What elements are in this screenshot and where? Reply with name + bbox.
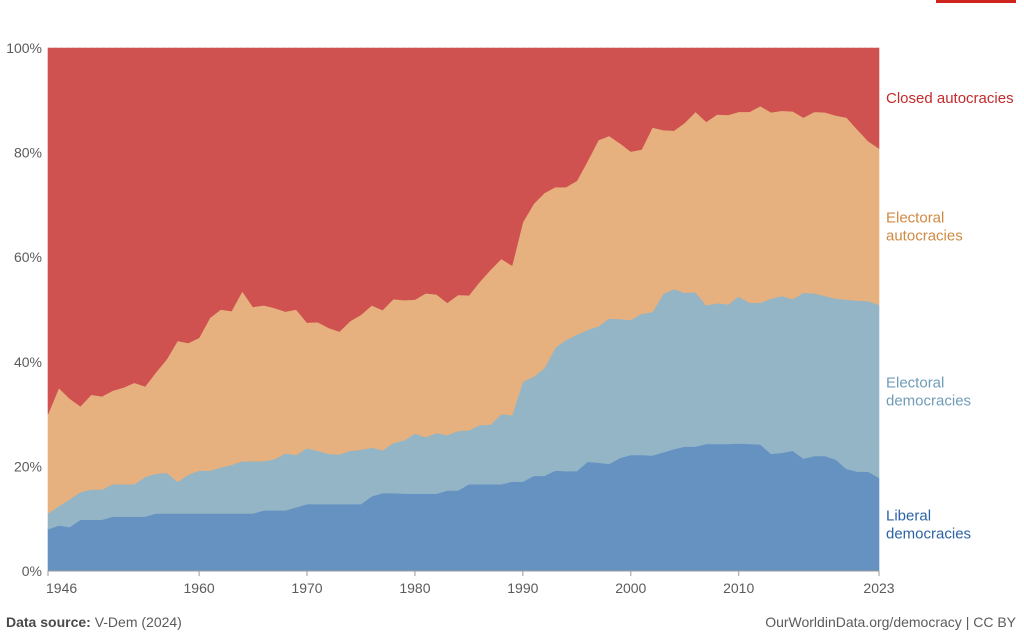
label-electoral-democracies: Electoral democracies (886, 374, 971, 409)
stacked-area-chart: 1946 1960 1970 1980 1990 2000 2010 2023 0% 20% 40… (6, 40, 1014, 596)
x-tick-label: 1990 (507, 580, 538, 596)
y-tick-label: 60% (14, 249, 42, 265)
x-tick-label: 1970 (291, 580, 322, 596)
x-tick-label: 2023 (863, 580, 894, 596)
data-source: Data source: V-Dem (2024) (6, 614, 182, 630)
x-tick-label: 1946 (46, 580, 77, 596)
x-tick-label: 1980 (399, 580, 430, 596)
x-tick-label: 2010 (723, 580, 754, 596)
label-closed-autocracies: Closed autocracies (886, 90, 1014, 107)
y-tick-label: 40% (14, 354, 42, 370)
attribution-link[interactable]: OurWorldinData.org/democracy (765, 614, 962, 630)
x-tick-label: 1960 (184, 580, 215, 596)
license: | CC BY (965, 614, 1016, 630)
y-tick-label: 100% (6, 40, 42, 56)
y-tick-label: 20% (14, 458, 42, 474)
y-axis: 0% 20% 40% 60% 80% 100% (6, 40, 42, 579)
label-liberal-democracies: Liberal democracies (886, 507, 971, 542)
attribution: OurWorldinData.org/democracy | CC BY (765, 614, 1016, 630)
y-tick-label: 80% (14, 145, 42, 161)
x-tick-label: 2000 (615, 580, 646, 596)
x-axis: 1946 1960 1970 1980 1990 2000 2010 2023 (46, 570, 895, 596)
data-source-value: V-Dem (2024) (94, 614, 182, 630)
data-source-label: Data source: (6, 614, 91, 630)
y-tick-label: 0% (22, 563, 42, 579)
series-labels: Closed autocracies Electoral autocracies El… (886, 90, 1014, 542)
area-series-group (47, 47, 880, 572)
header-accent-bar (936, 0, 1016, 3)
area-closed-autocracies (47, 47, 880, 415)
label-electoral-autocracies: Electoral autocracies (886, 210, 963, 245)
